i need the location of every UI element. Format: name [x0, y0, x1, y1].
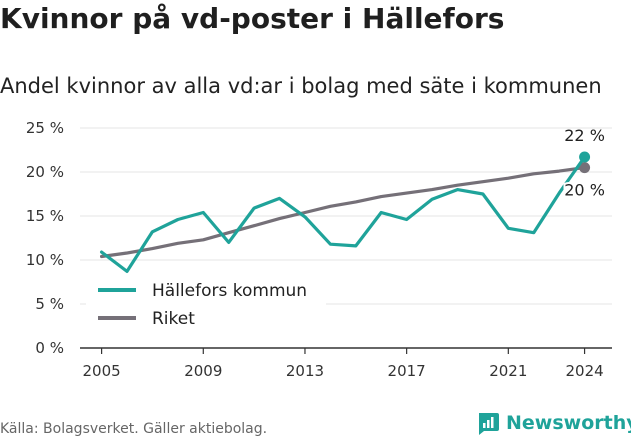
y-tick-label: 20 %: [26, 163, 64, 181]
y-axis-tick-labels: 0 % 5 % 10 % 15 % 20 % 25 %: [26, 119, 64, 357]
y-tick-label: 5 %: [35, 295, 64, 313]
chart-title: Kvinnor på vd-poster i Hällefors: [0, 2, 505, 35]
series-line-hallefors: [99, 155, 587, 273]
y-tick-label: 25 %: [26, 119, 64, 137]
legend-label-riket: Riket: [152, 309, 195, 329]
x-tick-label: 2005: [83, 362, 121, 380]
x-axis-ticks: 2005 2009 2013 2017 2021 2024: [83, 348, 604, 380]
x-tick-label: 2009: [184, 362, 222, 380]
y-tick-label: 0 %: [35, 339, 64, 357]
end-label-hallefors: 22 %: [564, 126, 605, 145]
x-tick-label: 2017: [388, 362, 426, 380]
newsworthy-logo-icon: [479, 413, 499, 435]
series-line-riket: [99, 166, 587, 259]
newsworthy-brand[interactable]: Newsworthy: [476, 409, 631, 437]
line-chart: 0 %5 %10 %15 %20 %25 % 2005 2009 2013 2017 2…: [26, 119, 612, 380]
end-label-riket: 20 %: [564, 181, 605, 200]
x-tick-label: 2024: [565, 362, 603, 380]
end-point-riket: [579, 162, 591, 174]
x-tick-label: 2013: [286, 362, 324, 380]
x-tick-label: 2021: [489, 362, 527, 380]
y-tick-label: 15 %: [26, 207, 64, 225]
y-tick-label: 10 %: [26, 251, 64, 269]
series-lines: [99, 151, 591, 273]
end-point-hallefors: [579, 151, 591, 163]
chart-subtitle: Andel kvinnor av alla vd:ar i bolag med …: [0, 74, 602, 98]
brand-name: Newsworthy: [506, 412, 631, 434]
end-value-labels: 22 % 20 %: [562, 126, 607, 202]
source-note: Källa: Bolagsverket. Gäller aktiebolag.: [0, 421, 268, 437]
legend-background: [86, 276, 326, 334]
legend-label-hallefors: Hällefors kommun: [152, 281, 307, 301]
legend: Hällefors kommun Riket: [86, 276, 326, 334]
